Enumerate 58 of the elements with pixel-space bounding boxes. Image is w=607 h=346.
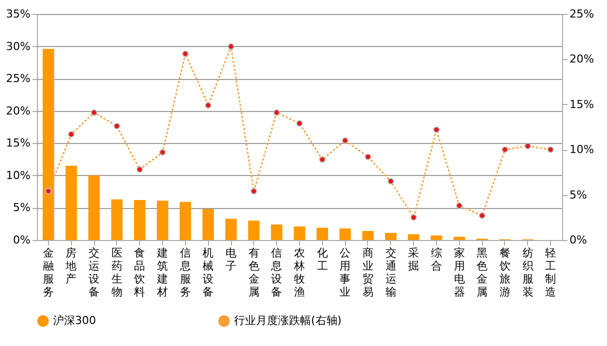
bar <box>339 228 351 240</box>
x-tick-label: 交通运输 <box>385 246 396 298</box>
y-tick-label: 0% <box>13 234 30 246</box>
x-tick-label: 家用电器 <box>454 246 465 298</box>
x-tick-label: 信息设备 <box>270 246 282 298</box>
bar <box>180 202 192 240</box>
bar <box>202 209 214 240</box>
x-tick-label: 采掘 <box>408 246 420 272</box>
y-tick-label: 20% <box>6 104 30 118</box>
bar <box>42 48 54 240</box>
y2-tick-label: 10% <box>570 143 594 156</box>
bar <box>134 200 146 240</box>
x-tick-label: 有色金属 <box>248 246 260 298</box>
x-tick-label: 机械设备 <box>202 246 214 298</box>
bar <box>88 175 100 240</box>
bar <box>362 230 374 240</box>
bar <box>156 200 168 240</box>
y2-tick-label: 5% <box>570 188 587 202</box>
bar <box>270 224 282 240</box>
y-tick-label: 25% <box>6 72 30 86</box>
bar <box>294 226 306 240</box>
bar <box>385 232 397 240</box>
x-tick-label: 公用事业 <box>340 246 351 298</box>
y2-tick-label: 25% <box>570 8 594 20</box>
y-tick-label: 15% <box>6 136 30 150</box>
x-tick-label: 餐饮旅游 <box>498 246 510 298</box>
bar <box>111 199 123 240</box>
x-tick-label: 食品饮料 <box>133 246 146 298</box>
x-tick-label: 综合 <box>430 246 442 272</box>
bar <box>225 218 237 240</box>
bar <box>316 228 328 240</box>
legend-label: 沪深300 <box>53 314 96 327</box>
x-tick-label: 纺织服装 <box>522 246 534 298</box>
x-tick-label: 医药生物 <box>111 246 122 298</box>
y-tick-label: 30% <box>6 40 30 53</box>
bar <box>248 220 260 240</box>
x-tick-label: 黑色金属 <box>476 246 488 298</box>
y-tick-label: 35% <box>6 8 30 20</box>
y2-tick-label: 20% <box>570 52 594 66</box>
bar <box>430 235 442 240</box>
y-tick-label: 10% <box>6 168 30 182</box>
x-tick-label: 化工 <box>316 246 328 272</box>
y2-tick-label: 15% <box>570 98 594 111</box>
x-tick-label: 商业贸易 <box>362 246 374 298</box>
bar <box>408 234 420 240</box>
legend-label: 行业月度涨跌幅(右轴) <box>234 314 342 327</box>
x-tick-label: 交运设备 <box>88 246 100 298</box>
x-tick-label: 房地产 <box>64 246 77 286</box>
x-tick-label: 建筑建材 <box>156 246 168 298</box>
y-tick-label: 5% <box>13 201 30 214</box>
x-tick-label: 农林牧渔 <box>293 246 305 298</box>
y2-tick-label: 0% <box>570 234 587 246</box>
x-tick-label: 金融服务 <box>42 246 54 298</box>
x-tick-label: 信息服务 <box>178 246 191 298</box>
x-tick-label: 轻工制造 <box>545 246 556 298</box>
bar <box>454 236 465 240</box>
x-tick-label: 电子 <box>226 246 237 272</box>
bar <box>66 166 77 240</box>
